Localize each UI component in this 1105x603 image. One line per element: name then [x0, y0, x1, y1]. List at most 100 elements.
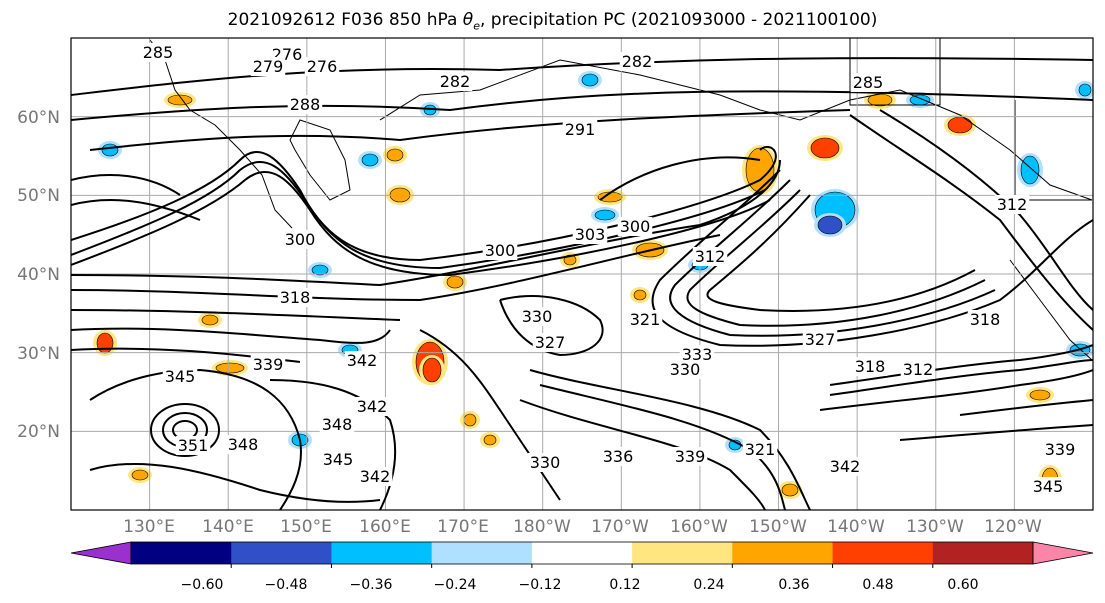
lat-label: 50°N — [17, 186, 60, 206]
contour-line — [71, 327, 391, 344]
contour-line — [89, 462, 381, 503]
contour-label: 351 — [178, 436, 209, 455]
lon-label: 130°W — [906, 517, 964, 537]
contour-label: 285 — [853, 73, 884, 92]
contour-label-bg — [617, 217, 653, 236]
contour-label: 339 — [675, 447, 706, 466]
contour-label-bg — [994, 195, 1030, 214]
contour-label: 342 — [830, 457, 861, 476]
precip-blob — [1078, 83, 1092, 97]
lon-label: 140°E — [202, 517, 254, 537]
contour-line — [89, 368, 302, 510]
contour-label-bg — [344, 351, 380, 370]
contour-label-bg — [852, 357, 888, 376]
contour-label: 312 — [903, 360, 934, 379]
contour-label: 327 — [805, 330, 836, 349]
contour-label-bg — [354, 397, 390, 416]
colorbar-tick-label: 0.12 — [609, 577, 641, 593]
lon-label: 180°W — [513, 517, 571, 537]
colorbar-extend-low — [70, 541, 132, 565]
contour-line — [71, 57, 1093, 96]
contour-label-bg — [1042, 440, 1078, 459]
contour-line — [706, 194, 976, 312]
title-subscript: e — [473, 19, 480, 33]
contour-label-bg — [482, 241, 518, 260]
contour-label-bg — [827, 457, 863, 476]
contour-line — [819, 369, 1093, 411]
colorbar-tick-label: 0.60 — [947, 577, 979, 593]
contour-label: 330 — [670, 360, 701, 379]
precip-blob — [463, 413, 477, 427]
contour-label-bg — [437, 72, 473, 91]
map-frame — [70, 37, 1094, 511]
contour-label-bg — [320, 450, 356, 469]
colorbar-tick-label: 0.48 — [862, 577, 894, 593]
contour-label-bg — [162, 367, 198, 386]
precip-blob — [361, 153, 379, 167]
colorbar-segment — [431, 542, 533, 564]
contour-label: 318 — [970, 310, 1001, 329]
contour-label-bg — [282, 230, 318, 249]
contour-label: 321 — [745, 440, 776, 459]
precip-blob — [810, 137, 840, 159]
lon-label: 150°W — [749, 517, 807, 537]
contour-line — [959, 399, 1093, 416]
contour-label: 312 — [997, 195, 1028, 214]
contour-label: 276 — [307, 57, 338, 76]
contour-label-bg — [900, 360, 936, 379]
contour-label-bg — [1030, 477, 1066, 496]
contour-label-bg — [250, 57, 286, 76]
contour-label: 300 — [485, 241, 516, 260]
lon-label: 130°E — [123, 517, 175, 537]
contour-label-bg — [277, 288, 313, 307]
contour-label-bg — [140, 43, 176, 62]
lat-label: 20°N — [17, 422, 60, 442]
contour-label: 282 — [440, 72, 471, 91]
contour-line — [71, 170, 771, 277]
lon-label: 140°W — [827, 517, 885, 537]
lon-label: 160°E — [359, 517, 411, 537]
contour-label: 345 — [323, 450, 354, 469]
contour-label: 279 — [253, 57, 284, 76]
contour-label: 345 — [1033, 477, 1064, 496]
coastline-kamchatka — [289, 119, 351, 201]
colorbar-tick-label: −0.12 — [518, 577, 562, 593]
contour-label-bg — [357, 467, 393, 486]
precip-blob — [96, 332, 114, 354]
colorbar — [70, 541, 1094, 568]
precip-blob — [311, 264, 329, 276]
colorbar-segment — [231, 542, 332, 564]
contour-label-bg — [679, 345, 715, 364]
contour-label: 342 — [347, 351, 378, 370]
contour-label: 339 — [253, 355, 284, 374]
precip-blob — [581, 73, 599, 87]
precip-blob — [1020, 155, 1040, 185]
precip-blob — [201, 314, 219, 326]
precip-blob — [131, 469, 149, 481]
lat-label: 40°N — [17, 265, 60, 285]
contour-label-bg — [850, 73, 886, 92]
contour-label-bg — [627, 310, 663, 329]
colorbar-tick-label: −0.60 — [180, 577, 224, 593]
colorbar-tick-label: 0.24 — [693, 577, 725, 593]
title-prefix: 2021092612 F036 850 hPa — [227, 10, 463, 30]
contour-label-bg — [742, 440, 778, 459]
contour-label-bg — [672, 447, 708, 466]
contour-label: 285 — [143, 43, 174, 62]
colorbar-tick-label: −0.48 — [264, 577, 308, 593]
contour-line — [829, 344, 1093, 386]
contour-line — [419, 329, 561, 501]
contour-line — [71, 309, 401, 321]
lon-label: 170°E — [437, 517, 489, 537]
contour-label: 300 — [285, 230, 316, 249]
contour-label: 333 — [682, 345, 713, 364]
precip-blob — [1029, 389, 1051, 401]
contour-label-bg — [667, 360, 703, 379]
chart-title: 2021092612 F036 850 hPa θe, precipitatio… — [0, 10, 1105, 32]
precip-blob — [909, 94, 931, 106]
contour-label: 348 — [322, 415, 353, 434]
coastline-alaska — [379, 59, 1093, 201]
colorbar-segment — [632, 542, 733, 564]
contour-label: 312 — [695, 247, 726, 266]
